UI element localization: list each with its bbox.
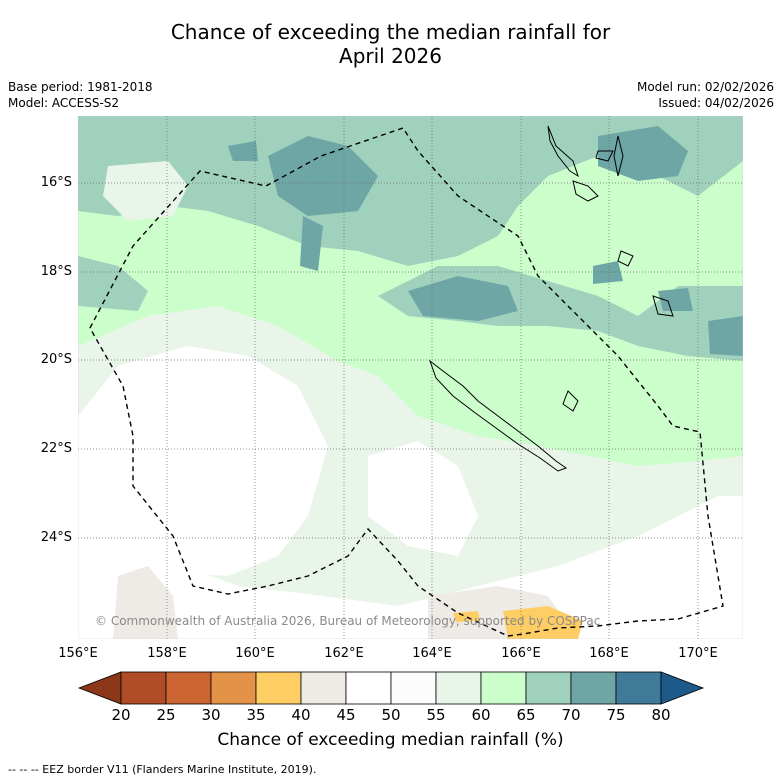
colorbar-tick-65: 65: [516, 706, 536, 724]
loyalty-islands-coastline: [562, 390, 579, 412]
lat-label-22s: 22°S: [40, 441, 72, 456]
colorbar-swatch: [480, 671, 527, 705]
colorbar-title: Chance of exceeding median rainfall (%): [217, 730, 564, 750]
colorbar-tick-30: 30: [201, 706, 221, 724]
rainfall-map: [78, 116, 743, 639]
lon-label-170e: 170°E: [678, 646, 718, 661]
colorbar-swatch: [390, 671, 437, 705]
vanuatu-coastline-central: [572, 180, 599, 202]
lon-label-158e: 158°E: [147, 646, 187, 661]
map-zone-65-70-west: [78, 256, 148, 311]
lat-label-20s: 20°S: [40, 352, 72, 367]
lon-label-168e: 168°E: [589, 646, 629, 661]
map-zone-70-75-h: [228, 141, 258, 161]
colorbar-tick-70: 70: [561, 706, 581, 724]
colorbar-extend-high: [660, 671, 705, 705]
copyright-notice: © Commonwealth of Australia 2026, Bureau…: [95, 614, 601, 628]
colorbar-tick-35: 35: [246, 706, 266, 724]
map-gridlines: [78, 116, 743, 639]
lon-label-160e: 160°E: [235, 646, 275, 661]
map-zone-70-75-b: [300, 216, 323, 271]
colorbar-extend-low: [77, 671, 122, 705]
colorbar-tick-80: 80: [651, 706, 671, 724]
lat-label-18s: 18°S: [40, 264, 72, 279]
lon-label-164e: 164°E: [412, 646, 452, 661]
model-name: Model: ACCESS-S2: [8, 96, 120, 110]
map-zone-50-55-west: [78, 346, 328, 576]
eez-footnote: -- -- -- EEZ border V11 (Flanders Marine…: [8, 763, 317, 776]
new-caledonia-coastline: [428, 359, 568, 472]
colorbar-tick-50: 50: [381, 706, 401, 724]
colorbar-tick-45: 45: [336, 706, 356, 724]
colorbar-tick-40: 40: [291, 706, 311, 724]
colorbar-swatch: [255, 671, 302, 705]
base-period: Base period: 1981-2018: [8, 80, 153, 94]
colorbar-swatch: [210, 671, 257, 705]
colorbar-tick-20: 20: [111, 706, 131, 724]
eez-border: [89, 127, 724, 637]
vanuatu-coastline-south: [652, 295, 674, 317]
map-zone-70-75-g: [658, 288, 693, 311]
colorbar-swatch: [120, 671, 167, 705]
chart-title-line1: Chance of exceeding the median rainfall …: [170, 20, 611, 44]
map-zone-40-45-a: [113, 566, 178, 639]
colorbar-swatch: [165, 671, 212, 705]
colorbar-tick-55: 55: [426, 706, 446, 724]
colorbar-tick-25: 25: [156, 706, 176, 724]
lat-label-24s: 24°S: [40, 530, 72, 545]
colorbar-swatch: [435, 671, 482, 705]
colorbar-swatch: [570, 671, 617, 705]
map-zone-50-55-central: [368, 441, 478, 556]
island-coastline-c: [617, 250, 634, 267]
colorbar-tick-75: 75: [606, 706, 626, 724]
map-zone-70-75-a: [268, 136, 378, 216]
colorbar-tick-60: 60: [471, 706, 491, 724]
colorbar-swatch: [615, 671, 662, 705]
colorbar-swatch: [525, 671, 572, 705]
lon-label-156e: 156°E: [58, 646, 98, 661]
vanuatu-coastline-north: [547, 125, 579, 178]
chart-title-line2: April 2026: [339, 44, 442, 68]
lon-label-162e: 162°E: [324, 646, 364, 661]
colorbar-swatch: [345, 671, 392, 705]
issued-date: Issued: 04/02/2026: [658, 96, 774, 110]
colorbar-swatch: [300, 671, 347, 705]
lon-label-166e: 166°E: [501, 646, 541, 661]
map-zone-70-75-e: [708, 316, 743, 356]
map-zone-45-50-south: [78, 496, 743, 639]
map-zone-35-40: [503, 606, 583, 639]
island-coastline-b: [613, 135, 624, 177]
model-run: Model run: 02/02/2026: [636, 80, 774, 94]
lat-label-16s: 16°S: [40, 175, 72, 190]
map-zone-70-75-f: [593, 261, 623, 284]
map-zone-70-75-c: [408, 276, 518, 321]
island-coastline-a: [595, 150, 614, 162]
